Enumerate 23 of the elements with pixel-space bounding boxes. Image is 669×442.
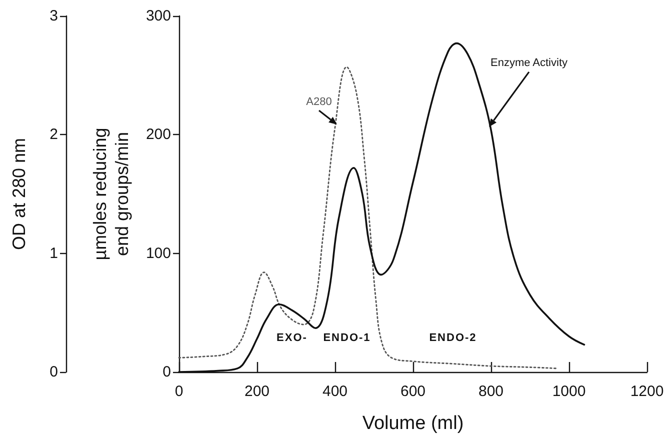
y2-axis-title: OD at 280 nm — [9, 138, 29, 250]
series-label: A280 — [306, 96, 332, 108]
annotation: ENDO-1 — [323, 332, 371, 344]
y-axis-title: µmoles reducing end groups/min — [90, 128, 132, 260]
x-tick-label: 400 — [322, 383, 348, 400]
y-tick-label: 200 — [146, 126, 171, 144]
x-tick-label: 0 — [174, 383, 184, 400]
y-tick-label: 100 — [146, 244, 171, 262]
y2-tick-label: 2 — [50, 126, 58, 144]
series-label: Enzyme Activity — [490, 56, 568, 69]
y2-tick-label: 0 — [50, 364, 58, 380]
y-tick-label: 0 — [162, 364, 171, 380]
annotation: ENDO-2 — [429, 332, 477, 344]
annotation: EXO- — [276, 332, 308, 344]
x-tick-label: 800 — [478, 383, 504, 400]
y2-tick-label: 1 — [50, 244, 58, 262]
x-axis-title: Volume (ml) — [362, 413, 464, 434]
x-tick-label: 1000 — [552, 383, 586, 400]
x-tick-label: 200 — [244, 383, 270, 400]
y-tick-label: 300 — [146, 8, 171, 24]
y2-tick-label: 3 — [50, 8, 58, 24]
x-tick-label: 600 — [400, 383, 426, 400]
x-tick-label: 1200 — [630, 383, 664, 400]
